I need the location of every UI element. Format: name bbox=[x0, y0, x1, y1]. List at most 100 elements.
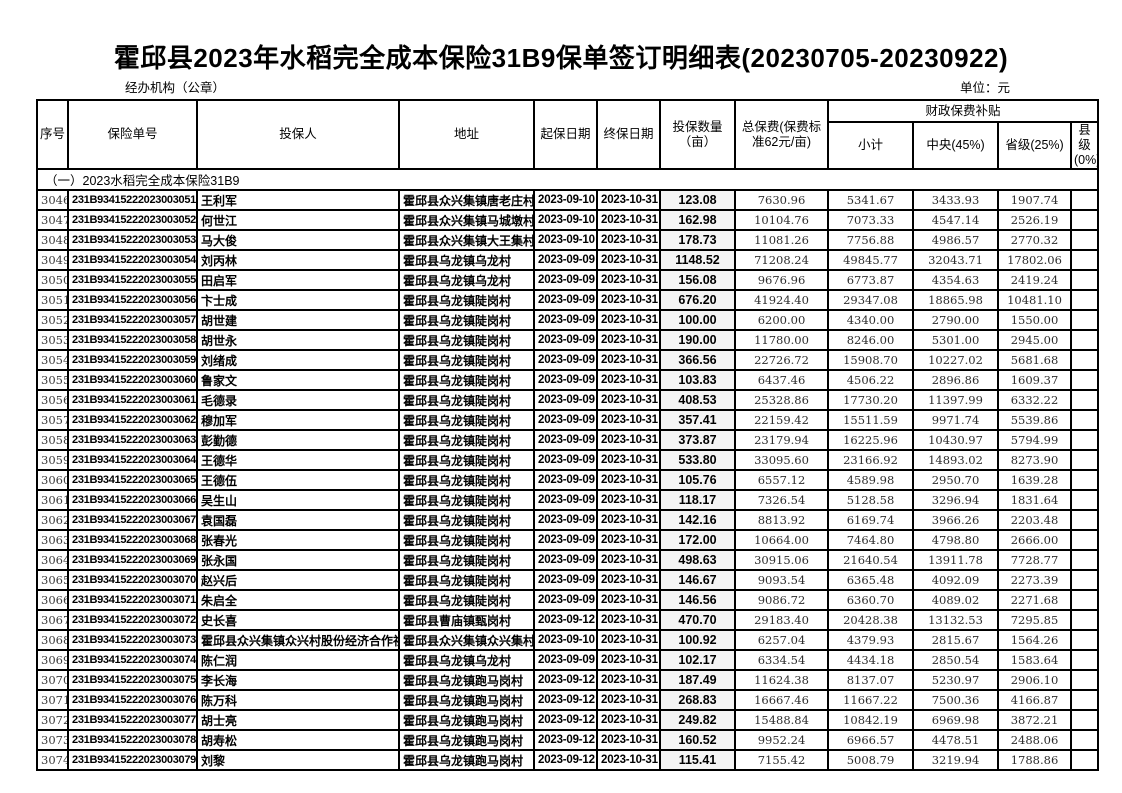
cell-quantity: 373.87 bbox=[659, 429, 736, 451]
cell-subtotal: 8246.00 bbox=[827, 329, 914, 351]
header-county: 县级(0%) bbox=[1069, 121, 1100, 170]
cell-start-date: 2023-09-09 bbox=[533, 269, 598, 291]
cell-county bbox=[1069, 709, 1100, 731]
cell-provincial: 3872.21 bbox=[997, 709, 1072, 731]
cell-subtotal: 7464.80 bbox=[827, 529, 914, 551]
cell-start-date: 2023-09-10 bbox=[533, 629, 598, 651]
cell-seq: 3064 bbox=[36, 549, 69, 571]
cell-end-date: 2023-10-31 bbox=[596, 669, 661, 691]
header-end-date: 终保日期 bbox=[596, 99, 661, 170]
cell-seq: 3068 bbox=[36, 629, 69, 651]
cell-provincial: 1564.26 bbox=[997, 629, 1072, 651]
header-subtotal: 小计 bbox=[827, 121, 914, 170]
table-row: 3064 231B93415222023003069 张永国 霍邱县乌龙镇陡岗村 202… bbox=[36, 549, 1100, 571]
cell-central: 4547.14 bbox=[912, 209, 999, 231]
cell-provincial: 7295.85 bbox=[997, 609, 1072, 631]
cell-premium: 9093.54 bbox=[734, 569, 829, 591]
cell-premium: 6257.04 bbox=[734, 629, 829, 651]
cell-provincial: 2273.39 bbox=[997, 569, 1072, 591]
cell-start-date: 2023-09-09 bbox=[533, 589, 598, 611]
cell-end-date: 2023-10-31 bbox=[596, 489, 661, 511]
cell-central: 4986.57 bbox=[912, 229, 999, 251]
cell-start-date: 2023-09-09 bbox=[533, 349, 598, 371]
cell-end-date: 2023-10-31 bbox=[596, 189, 661, 211]
cell-start-date: 2023-09-12 bbox=[533, 669, 598, 691]
cell-policy-no: 231B93415222023003051 bbox=[67, 189, 198, 211]
table-row: 3067 231B93415222023003072 史长喜 霍邱县曹庙镇甄岗村 202… bbox=[36, 609, 1100, 631]
header-quantity-line1: 投保数量 bbox=[672, 119, 723, 134]
cell-subtotal: 4340.00 bbox=[827, 309, 914, 331]
cell-quantity: 146.56 bbox=[659, 589, 736, 611]
cell-end-date: 2023-10-31 bbox=[596, 649, 661, 671]
cell-subtotal: 4506.22 bbox=[827, 369, 914, 391]
cell-premium: 33095.60 bbox=[734, 449, 829, 471]
cell-address: 霍邱县乌龙镇乌龙村 bbox=[398, 649, 535, 671]
cell-premium: 41924.40 bbox=[734, 289, 829, 311]
table-row: 3047 231B93415222023003052 何世江 霍邱县众兴集镇马城墩村 2… bbox=[36, 209, 1100, 231]
cell-provincial: 2271.68 bbox=[997, 589, 1072, 611]
cell-address: 霍邱县众兴集镇大王集村 bbox=[398, 229, 535, 251]
cell-central: 13911.78 bbox=[912, 549, 999, 571]
cell-end-date: 2023-10-31 bbox=[596, 529, 661, 551]
cell-end-date: 2023-10-31 bbox=[596, 449, 661, 471]
cell-central: 11397.99 bbox=[912, 389, 999, 411]
cell-seq: 3065 bbox=[36, 569, 69, 591]
cell-quantity: 123.08 bbox=[659, 189, 736, 211]
meta-row: 经办机构（公章） 单位：元 bbox=[36, 81, 1097, 96]
cell-provincial: 1609.37 bbox=[997, 369, 1072, 391]
page-title: 霍邱县2023年水稻完全成本保险31B9保单签订明细表(20230705-202… bbox=[113, 43, 1009, 73]
cell-end-date: 2023-10-31 bbox=[596, 269, 661, 291]
cell-quantity: 146.67 bbox=[659, 569, 736, 591]
section-row: （一）2023水稻完全成本保险31B9 bbox=[35, 168, 1100, 191]
cell-seq: 3069 bbox=[36, 649, 69, 671]
cell-seq: 3059 bbox=[36, 449, 69, 471]
cell-central: 4354.63 bbox=[912, 269, 999, 291]
cell-end-date: 2023-10-31 bbox=[596, 409, 661, 431]
cell-central: 32043.71 bbox=[912, 249, 999, 271]
cell-start-date: 2023-09-09 bbox=[533, 409, 598, 431]
cell-central: 3296.94 bbox=[912, 489, 999, 511]
cell-central: 3433.93 bbox=[912, 189, 999, 211]
cell-seq: 3070 bbox=[36, 669, 69, 691]
cell-holder: 王利军 bbox=[196, 189, 400, 211]
table-row: 3051 231B93415222023003056 卞士成 霍邱县乌龙镇陡岗村 202… bbox=[36, 289, 1100, 311]
cell-holder: 何世江 bbox=[196, 209, 400, 231]
table-row: 3052 231B93415222023003057 胡世建 霍邱县乌龙镇陡岗村 202… bbox=[36, 309, 1100, 331]
cell-quantity: 470.70 bbox=[659, 609, 736, 631]
cell-county bbox=[1069, 729, 1100, 751]
cell-holder: 王德伍 bbox=[196, 469, 400, 491]
cell-address: 霍邱县乌龙镇陡岗村 bbox=[398, 289, 535, 311]
cell-subtotal: 17730.20 bbox=[827, 389, 914, 411]
cell-end-date: 2023-10-31 bbox=[596, 609, 661, 631]
cell-quantity: 187.49 bbox=[659, 669, 736, 691]
cell-address: 霍邱县乌龙镇乌龙村 bbox=[398, 249, 535, 271]
cell-policy-no: 231B93415222023003059 bbox=[67, 349, 198, 371]
table-row: 3053 231B93415222023003058 胡世永 霍邱县乌龙镇陡岗村 202… bbox=[36, 329, 1100, 351]
cell-quantity: 357.41 bbox=[659, 409, 736, 431]
cell-address: 霍邱县乌龙镇陡岗村 bbox=[398, 529, 535, 551]
cell-seq: 3046 bbox=[36, 189, 69, 211]
cell-premium: 15488.84 bbox=[734, 709, 829, 731]
cell-subtotal: 5341.67 bbox=[827, 189, 914, 211]
cell-start-date: 2023-09-09 bbox=[533, 429, 598, 451]
cell-policy-no: 231B93415222023003072 bbox=[67, 609, 198, 631]
cell-premium: 71208.24 bbox=[734, 249, 829, 271]
table-row: 3068 231B93415222023003073 霍邱县众兴集镇众兴村股份经济合… bbox=[36, 629, 1100, 651]
cell-seq: 3063 bbox=[36, 529, 69, 551]
cell-seq: 3067 bbox=[36, 609, 69, 631]
cell-provincial: 5794.99 bbox=[997, 429, 1072, 451]
cell-policy-no: 231B93415222023003058 bbox=[67, 329, 198, 351]
cell-policy-no: 231B93415222023003076 bbox=[67, 689, 198, 711]
cell-quantity: 102.17 bbox=[659, 649, 736, 671]
cell-subtotal: 20428.38 bbox=[827, 609, 914, 631]
cell-holder: 史长喜 bbox=[196, 609, 400, 631]
cell-seq: 3056 bbox=[36, 389, 69, 411]
cell-address: 霍邱县乌龙镇陡岗村 bbox=[398, 369, 535, 391]
cell-holder: 田启军 bbox=[196, 269, 400, 291]
cell-policy-no: 231B93415222023003068 bbox=[67, 529, 198, 551]
cell-quantity: 249.82 bbox=[659, 709, 736, 731]
cell-holder: 刘丙林 bbox=[196, 249, 400, 271]
cell-subtotal: 6169.74 bbox=[827, 509, 914, 531]
cell-provincial: 2666.00 bbox=[997, 529, 1072, 551]
